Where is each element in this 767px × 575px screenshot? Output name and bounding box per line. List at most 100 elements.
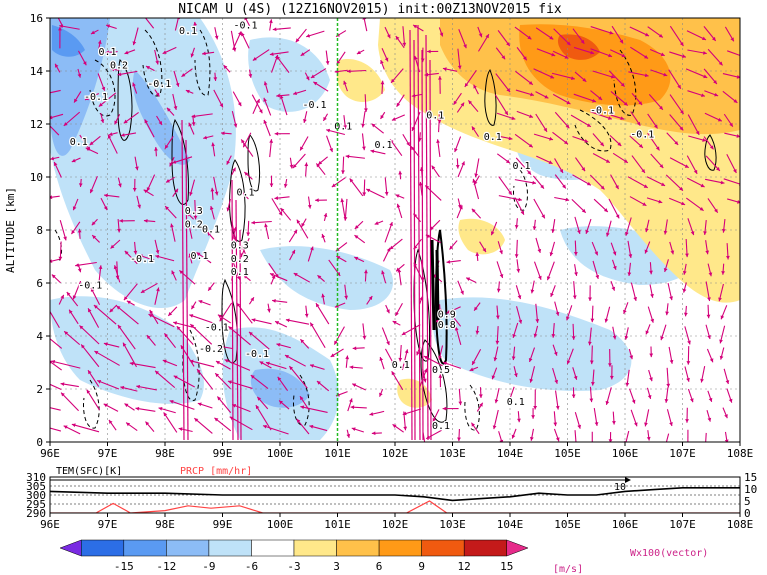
wind-vector-head bbox=[517, 295, 522, 300]
wind-vector-head bbox=[246, 232, 251, 236]
wind-vector-head bbox=[615, 214, 620, 219]
wind-vector-head bbox=[190, 53, 195, 58]
wind-vector-head bbox=[148, 314, 153, 318]
wind-vector bbox=[344, 198, 348, 221]
wind-vector-head bbox=[173, 106, 178, 110]
wind-vector-head bbox=[586, 181, 591, 186]
colorbar-segment bbox=[81, 539, 125, 557]
wind-vector bbox=[189, 360, 215, 368]
convective-column bbox=[181, 24, 432, 441]
wind-vector-head bbox=[91, 221, 96, 226]
wind-vector-head bbox=[251, 318, 256, 322]
wind-vector-head bbox=[478, 33, 483, 38]
wind-vector-head bbox=[316, 381, 321, 385]
timeseries-annotation: 10 bbox=[614, 482, 626, 493]
wind-vector-head bbox=[193, 21, 198, 26]
wind-vector-head bbox=[126, 300, 131, 305]
wind-vector-head bbox=[156, 287, 160, 292]
wind-vector-head bbox=[316, 163, 321, 168]
wind-vector-head bbox=[473, 84, 477, 89]
wind-vector-head bbox=[658, 199, 663, 204]
wind-vector-head bbox=[736, 134, 740, 138]
wind-vector-head bbox=[188, 122, 192, 127]
wind-vector-head bbox=[106, 24, 111, 29]
wind-vector-head bbox=[289, 366, 294, 371]
wind-vector-head bbox=[595, 274, 600, 279]
wind-vector bbox=[551, 72, 575, 80]
wind-vector-head bbox=[190, 324, 195, 328]
wind-vector-head bbox=[709, 358, 714, 363]
wind-vector-head bbox=[371, 431, 376, 436]
wind-vector-head bbox=[343, 125, 348, 129]
wind-vector-head bbox=[713, 80, 717, 84]
wind-vector-head bbox=[700, 183, 705, 188]
wind-vector-head bbox=[265, 361, 270, 366]
wind-vector-head bbox=[565, 124, 570, 129]
wind-vector-head bbox=[670, 250, 675, 255]
wind-vector-head bbox=[609, 30, 614, 35]
wind-vector-head bbox=[674, 140, 679, 145]
wind-vector-head bbox=[620, 116, 625, 120]
wind-vector-head bbox=[508, 136, 513, 141]
wind-vector-head bbox=[165, 206, 169, 211]
ts-left-tick-label: 290 bbox=[26, 507, 46, 520]
wind-vector-head bbox=[621, 53, 626, 58]
wind-vector-head bbox=[461, 161, 465, 166]
wind-vector-head bbox=[164, 144, 169, 149]
contour-label: 0.1 bbox=[426, 111, 444, 122]
shade-negative-strong-upper-left-2 bbox=[132, 70, 190, 165]
wind-vector-head bbox=[323, 116, 327, 121]
wind-vector-head bbox=[364, 269, 368, 274]
colorbar-segment bbox=[463, 539, 507, 557]
wind-vector-head bbox=[706, 314, 711, 319]
wind-vector-head bbox=[403, 426, 408, 431]
wind-vector-head bbox=[293, 273, 298, 277]
wind-vector-head bbox=[666, 383, 671, 388]
wind-vector-head bbox=[550, 74, 555, 79]
y-tick-label: 16 bbox=[30, 12, 43, 25]
wind-vector-head bbox=[255, 405, 260, 410]
wind-vector-head bbox=[243, 192, 247, 197]
wind-vector-head bbox=[681, 201, 686, 206]
wind-vector-head bbox=[554, 379, 559, 384]
wind-vector-head bbox=[413, 24, 418, 29]
wind-vector-head bbox=[119, 218, 123, 223]
vector-label: Wx100(vector) bbox=[630, 548, 708, 559]
contour-label: 0.3 bbox=[231, 241, 249, 252]
ts-x-tick-label: 103E bbox=[439, 518, 466, 531]
ts-x-tick-label: 108E bbox=[727, 518, 754, 531]
wind-vector-head bbox=[431, 165, 436, 170]
wind-vector-head bbox=[272, 27, 277, 32]
wind-vector-head bbox=[695, 130, 700, 135]
wind-vector-head bbox=[193, 215, 198, 220]
wind-vector-head bbox=[478, 394, 483, 398]
wind-vector-head bbox=[493, 357, 498, 362]
wind-vector-head bbox=[532, 226, 537, 230]
wind-vector-head bbox=[437, 119, 442, 124]
contour-line bbox=[194, 29, 211, 96]
wind-vector-head bbox=[646, 436, 651, 441]
wind-vector bbox=[627, 176, 649, 189]
wind-vector-head bbox=[471, 422, 476, 427]
wind-vector-head bbox=[455, 164, 460, 169]
wind-vector-head bbox=[665, 311, 669, 316]
wind-vector-head bbox=[361, 123, 366, 128]
wind-vector-head bbox=[631, 399, 636, 404]
wind-vector bbox=[196, 368, 214, 390]
wind-vector-head bbox=[573, 375, 578, 380]
wind-vector-head bbox=[315, 198, 319, 203]
wind-vector-head bbox=[623, 309, 627, 314]
ts-x-tick-label: 96E bbox=[40, 518, 60, 531]
wind-vector-head bbox=[170, 223, 174, 228]
wind-vector-head bbox=[605, 159, 610, 163]
wind-vector-head bbox=[155, 92, 160, 97]
wind-vector-head bbox=[350, 405, 355, 410]
wind-vector bbox=[250, 374, 269, 390]
wind-vector bbox=[401, 349, 408, 371]
wind-vector-head bbox=[354, 235, 359, 239]
contour-label: 0.2 bbox=[231, 254, 249, 265]
wind-vector-head bbox=[334, 340, 338, 345]
wind-vector-head bbox=[51, 359, 56, 364]
wind-vector-head bbox=[533, 405, 538, 410]
wind-vector bbox=[80, 344, 100, 368]
